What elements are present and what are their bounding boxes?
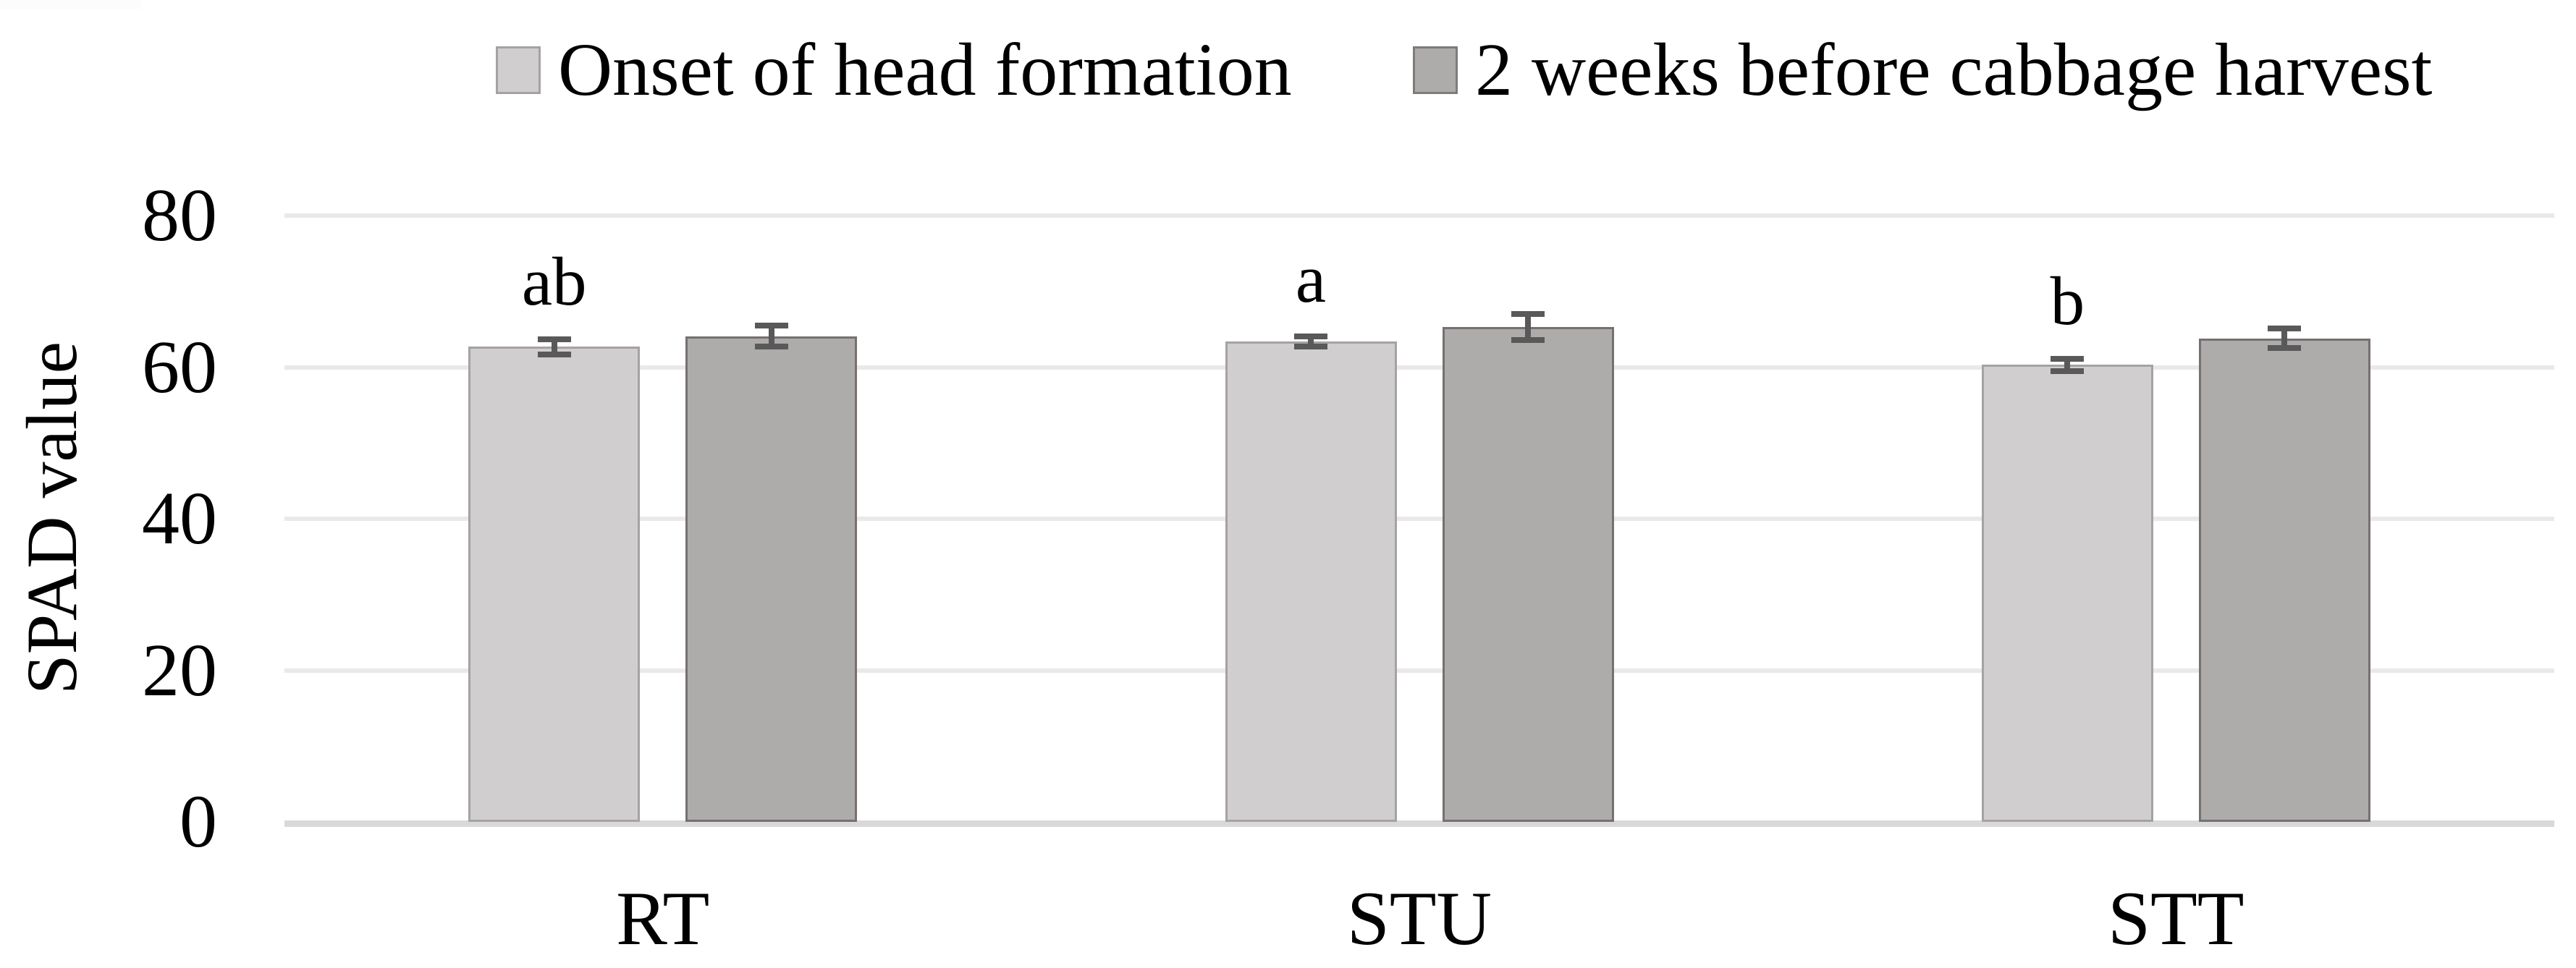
error-bar-STU-series2 [1525, 314, 1531, 340]
error-bar-cap-bottom-STU-series1 [1294, 344, 1327, 350]
error-bar-cap-bottom-STU-series2 [1511, 336, 1545, 343]
top-left-artifact [0, 0, 141, 9]
legend-item-onset: Onset of head formation [496, 23, 1292, 117]
sig-letter-RT: ab [521, 242, 587, 320]
error-bar-cap-bottom-RT-series1 [537, 351, 571, 357]
error-bar-cap-bottom-STT-series2 [2268, 345, 2302, 352]
x-category-label-STT: STT [2108, 876, 2245, 961]
error-bar-RT-series2 [768, 325, 774, 347]
error-bar-cap-top-STT-series1 [2051, 355, 2085, 362]
error-bar-cap-top-STT-series2 [2268, 326, 2302, 332]
legend-swatch-harvest-icon [1413, 46, 1458, 94]
error-bar-RT-series1 [551, 339, 557, 354]
gridline-y20 [284, 668, 2554, 673]
bar-STT-series1 [1981, 365, 2153, 822]
error-bar-cap-bottom-STT-series1 [2051, 368, 2085, 374]
bar-RT-series2 [685, 336, 858, 822]
error-bar-cap-top-RT-series1 [537, 336, 571, 342]
error-bar-STU-series1 [1308, 336, 1314, 347]
error-bar-cap-top-STU-series1 [1294, 333, 1327, 339]
bar-STT-series2 [2198, 338, 2370, 822]
y-tick-label-0: 0 [180, 780, 217, 863]
error-bar-cap-top-STU-series2 [1511, 311, 1545, 318]
y-tick-label-60: 60 [142, 325, 217, 409]
legend-label-onset: Onset of head formation [558, 28, 1292, 111]
x-category-label-RT: RT [616, 876, 710, 961]
error-bar-cap-top-RT-series2 [754, 322, 788, 328]
gridline-y40 [284, 517, 2554, 521]
y-tick-label-20: 20 [142, 628, 217, 712]
error-bar-cap-bottom-RT-series2 [754, 344, 788, 350]
gridline-y60 [284, 365, 2554, 370]
bar-STU-series1 [1225, 341, 1397, 822]
sig-letter-STU: a [1295, 239, 1327, 317]
sig-letter-STT: b [2050, 262, 2085, 339]
legend-label-harvest: 2 weeks before cabbage harvest [1475, 28, 2433, 111]
error-bar-STT-series2 [2281, 328, 2288, 349]
legend-swatch-onset-icon [496, 46, 541, 94]
legend-item-harvest: 2 weeks before cabbage harvest [1413, 23, 2432, 117]
x-axis-line [284, 820, 2554, 827]
y-tick-label-40: 40 [142, 477, 217, 560]
error-bar-STT-series1 [2064, 358, 2071, 371]
bar-STU-series2 [1442, 326, 1614, 822]
gridline-y80 [284, 213, 2554, 218]
y-tick-label-80: 80 [142, 174, 217, 257]
bar-RT-series1 [468, 347, 641, 822]
x-category-label-STU: STU [1346, 876, 1492, 961]
